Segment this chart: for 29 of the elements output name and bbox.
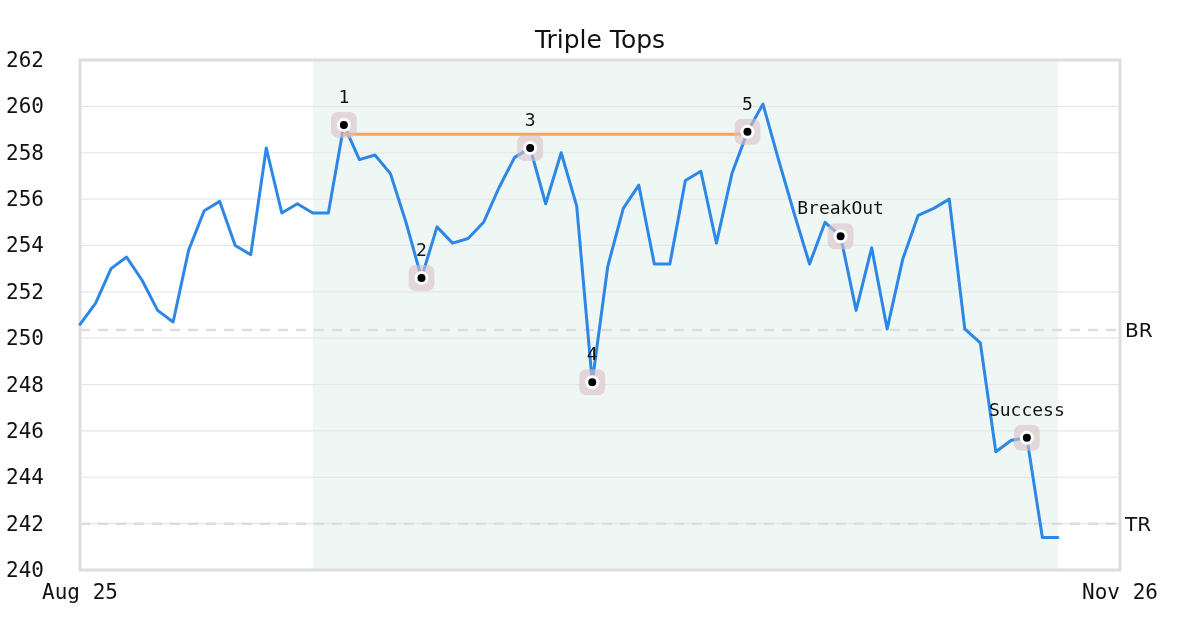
series-label: 2 (416, 238, 427, 260)
chart-title: Triple Tops (533, 25, 666, 54)
y-tick-label: 246 (6, 418, 44, 443)
y-tick-label: 256 (6, 187, 44, 212)
point (585, 375, 600, 390)
ref-line-label: TR (1124, 511, 1152, 536)
y-tick-label: 250 (6, 326, 44, 351)
point (1019, 430, 1034, 445)
point (523, 141, 538, 156)
point (336, 117, 351, 132)
series-label: BreakOut (797, 197, 884, 219)
x-tick-label: Nov 26 (1082, 580, 1158, 604)
y-tick-label: 244 (6, 465, 44, 490)
point (833, 229, 848, 244)
series-label: 1 (338, 85, 350, 107)
point (740, 124, 755, 139)
y-tick-label: 248 (6, 372, 44, 397)
ref-line-label: BR (1125, 318, 1153, 343)
y-tick-label: 262 (6, 48, 44, 72)
y-tick-label: 254 (6, 233, 44, 258)
point (414, 270, 429, 285)
y-tick-label: 260 (6, 94, 44, 119)
y-tick-label: 240 (6, 558, 44, 582)
y-tick-label: 252 (6, 279, 44, 304)
series-label: 3 (524, 109, 536, 131)
y-tick-label: 242 (6, 511, 44, 536)
y-tick-label: 258 (6, 140, 44, 165)
x-tick-label: Aug 25 (42, 580, 118, 604)
series-label: 5 (742, 92, 753, 114)
